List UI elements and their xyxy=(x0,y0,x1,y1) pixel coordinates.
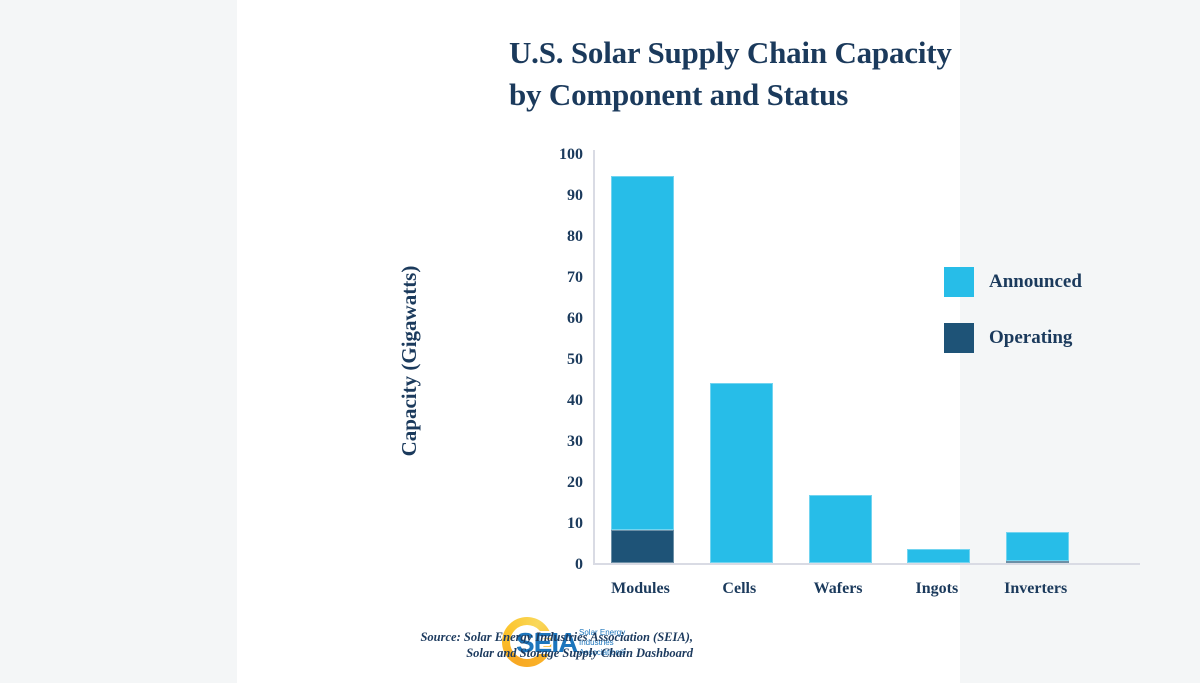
legend-label-operating: Operating xyxy=(989,327,1073,348)
x-axis-label-wafers: Wafers xyxy=(813,580,863,597)
chart-title-line2: by Component and Status xyxy=(509,77,849,112)
y-tick-label: 20 xyxy=(567,474,583,491)
bar-ingots-announced xyxy=(907,548,971,563)
legend-label-announced: Announced xyxy=(989,271,1082,292)
chart-card: U.S. Solar Supply Chain Capacity by Comp… xyxy=(237,0,1140,683)
y-tick-label: 60 xyxy=(567,310,583,327)
y-tick-label: 40 xyxy=(567,392,583,409)
x-axis-label-modules: Modules xyxy=(611,580,670,597)
seia-sun-icon xyxy=(502,617,552,667)
seia-logo-org-name: Solar Energy Industries Association® xyxy=(579,628,626,657)
y-tick-label: 0 xyxy=(575,556,583,573)
chart-title-line1: U.S. Solar Supply Chain Capacity xyxy=(509,35,952,70)
bar-inverters-announced xyxy=(1006,532,1070,561)
y-tick-label: 10 xyxy=(567,515,583,532)
seia-logo-acronym: SEIA xyxy=(516,627,578,658)
source-note-line1: Source: Solar Energy Industries Associat… xyxy=(420,630,693,644)
announced-swatch-icon xyxy=(944,267,974,297)
seia-logo: SEIA Solar Energy Industries Association… xyxy=(500,614,650,670)
bar-wafers-announced xyxy=(808,495,872,563)
source-note-line2: Solar and Storage Supply Chain Dashboard xyxy=(466,646,693,660)
y-tick-label: 80 xyxy=(567,228,583,245)
x-axis-label-inverters: Inverters xyxy=(1004,580,1068,597)
chart-title: U.S. Solar Supply Chain Capacity by Comp… xyxy=(509,32,952,116)
chart-plot xyxy=(593,150,1140,565)
y-tick-label: 90 xyxy=(567,187,583,204)
y-tick-label: 100 xyxy=(559,146,583,163)
x-axis-label-cells: Cells xyxy=(722,580,757,597)
y-axis-title: Capacity (Gigawatts) xyxy=(397,265,421,457)
operating-swatch-icon xyxy=(944,323,974,353)
bar-cells-announced xyxy=(709,382,773,563)
y-tick-label: 70 xyxy=(567,269,583,286)
bar-inverters-operating xyxy=(1006,560,1070,563)
bar-modules-announced xyxy=(611,175,674,531)
bar-modules-operating xyxy=(611,530,674,563)
y-tick-label: 30 xyxy=(567,433,583,450)
x-axis-label-ingots: Ingots xyxy=(915,580,959,597)
y-tick-label: 50 xyxy=(567,351,583,368)
source-note: Source: Solar Energy Industries Associat… xyxy=(420,629,693,661)
